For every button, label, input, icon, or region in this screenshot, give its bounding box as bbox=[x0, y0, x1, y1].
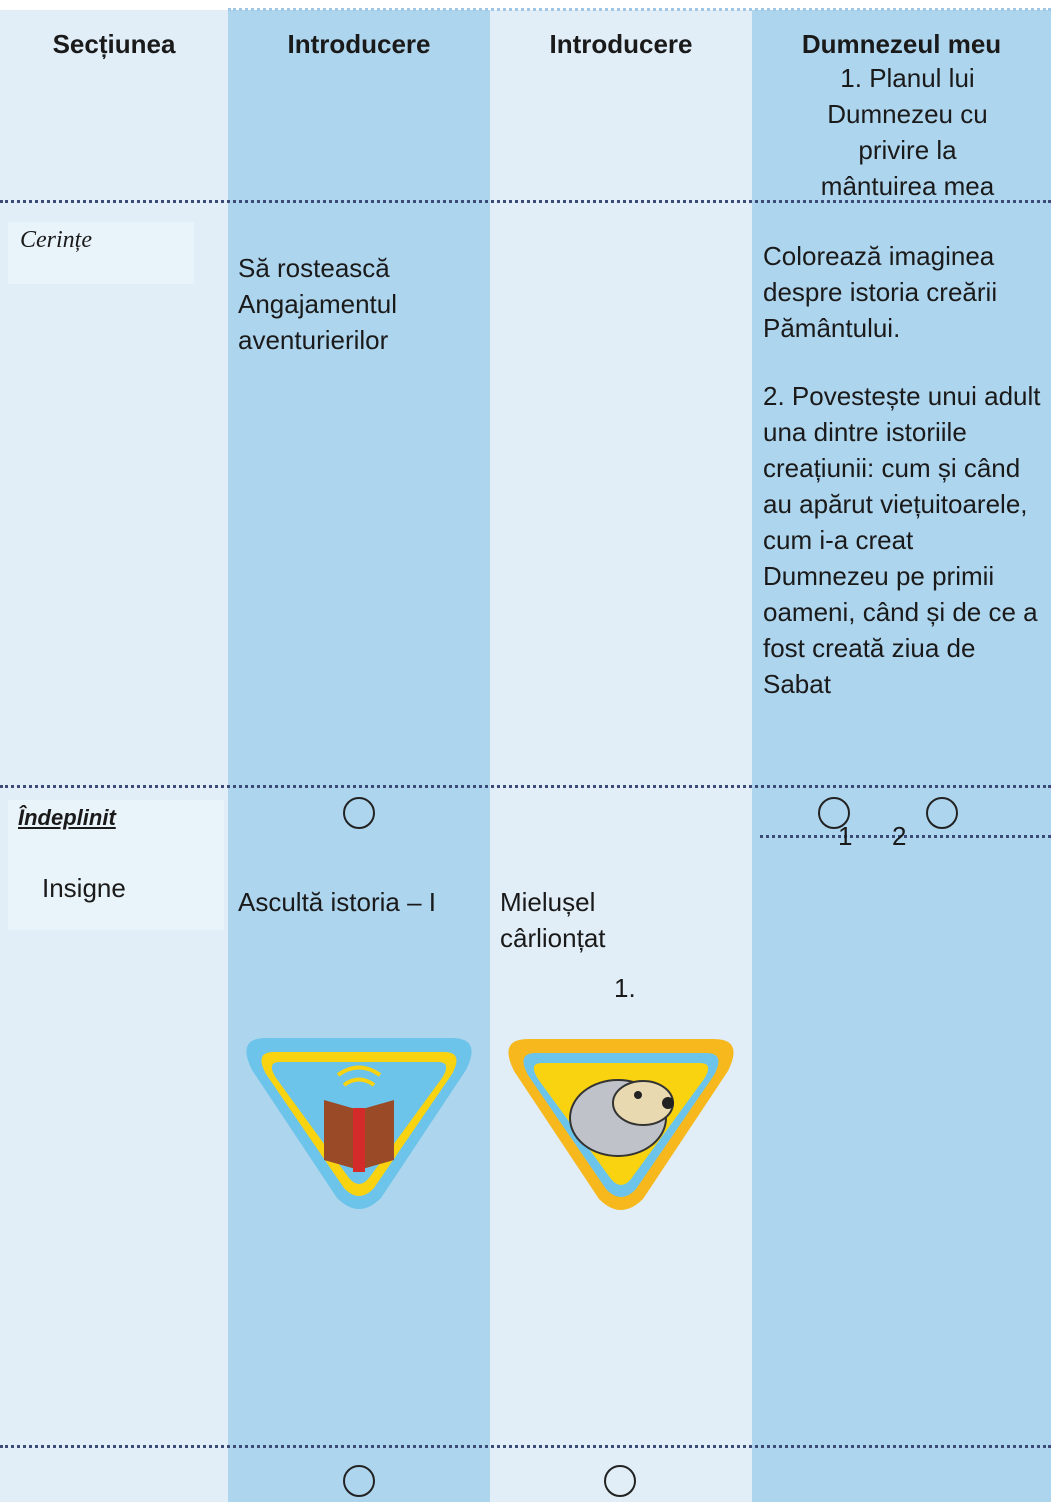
label-box bbox=[8, 800, 224, 930]
badge-icon bbox=[246, 1038, 472, 1209]
badge-name: Ascultă istoria – I bbox=[238, 887, 436, 917]
check-circle bbox=[343, 797, 375, 829]
header-cell: Secțiunea bbox=[52, 29, 176, 59]
header-cell: Dumnezeul meu bbox=[801, 29, 1002, 59]
check-circle bbox=[343, 1465, 375, 1497]
check-circle bbox=[604, 1465, 636, 1497]
label-box bbox=[8, 222, 194, 284]
row-label: Insigne bbox=[42, 873, 126, 903]
divider bbox=[760, 835, 1051, 838]
header-cell: Introducere bbox=[549, 29, 693, 59]
check-circle bbox=[818, 797, 850, 829]
divider bbox=[0, 785, 1051, 788]
badge-number: 1. bbox=[614, 973, 636, 1003]
divider bbox=[228, 8, 1051, 11]
divider bbox=[0, 200, 1051, 203]
cell-text: Colorează imaginea despre istoria creări… bbox=[763, 241, 998, 343]
divider bbox=[0, 1445, 1051, 1448]
column bbox=[490, 10, 752, 1502]
row-label: Îndeplinit bbox=[18, 805, 116, 830]
badge-name: Mielușel cârlionțat bbox=[500, 887, 606, 953]
header-note: 1. Planul lui Dumnezeu cu privire la mân… bbox=[820, 63, 995, 201]
header-cell: Introducere bbox=[287, 29, 431, 59]
column bbox=[228, 10, 490, 1502]
cell-text: Să rostească Angajamentul aventurierilor bbox=[238, 253, 397, 355]
cell-text: 2. Povestește unui adult una dintre isto… bbox=[763, 381, 1041, 699]
check-circle bbox=[926, 797, 958, 829]
badge-icon bbox=[508, 1039, 734, 1210]
check-number: 1 bbox=[838, 821, 853, 851]
row-label: Cerințe bbox=[20, 227, 92, 253]
check-number: 2 bbox=[892, 821, 907, 851]
column bbox=[752, 10, 1051, 1502]
